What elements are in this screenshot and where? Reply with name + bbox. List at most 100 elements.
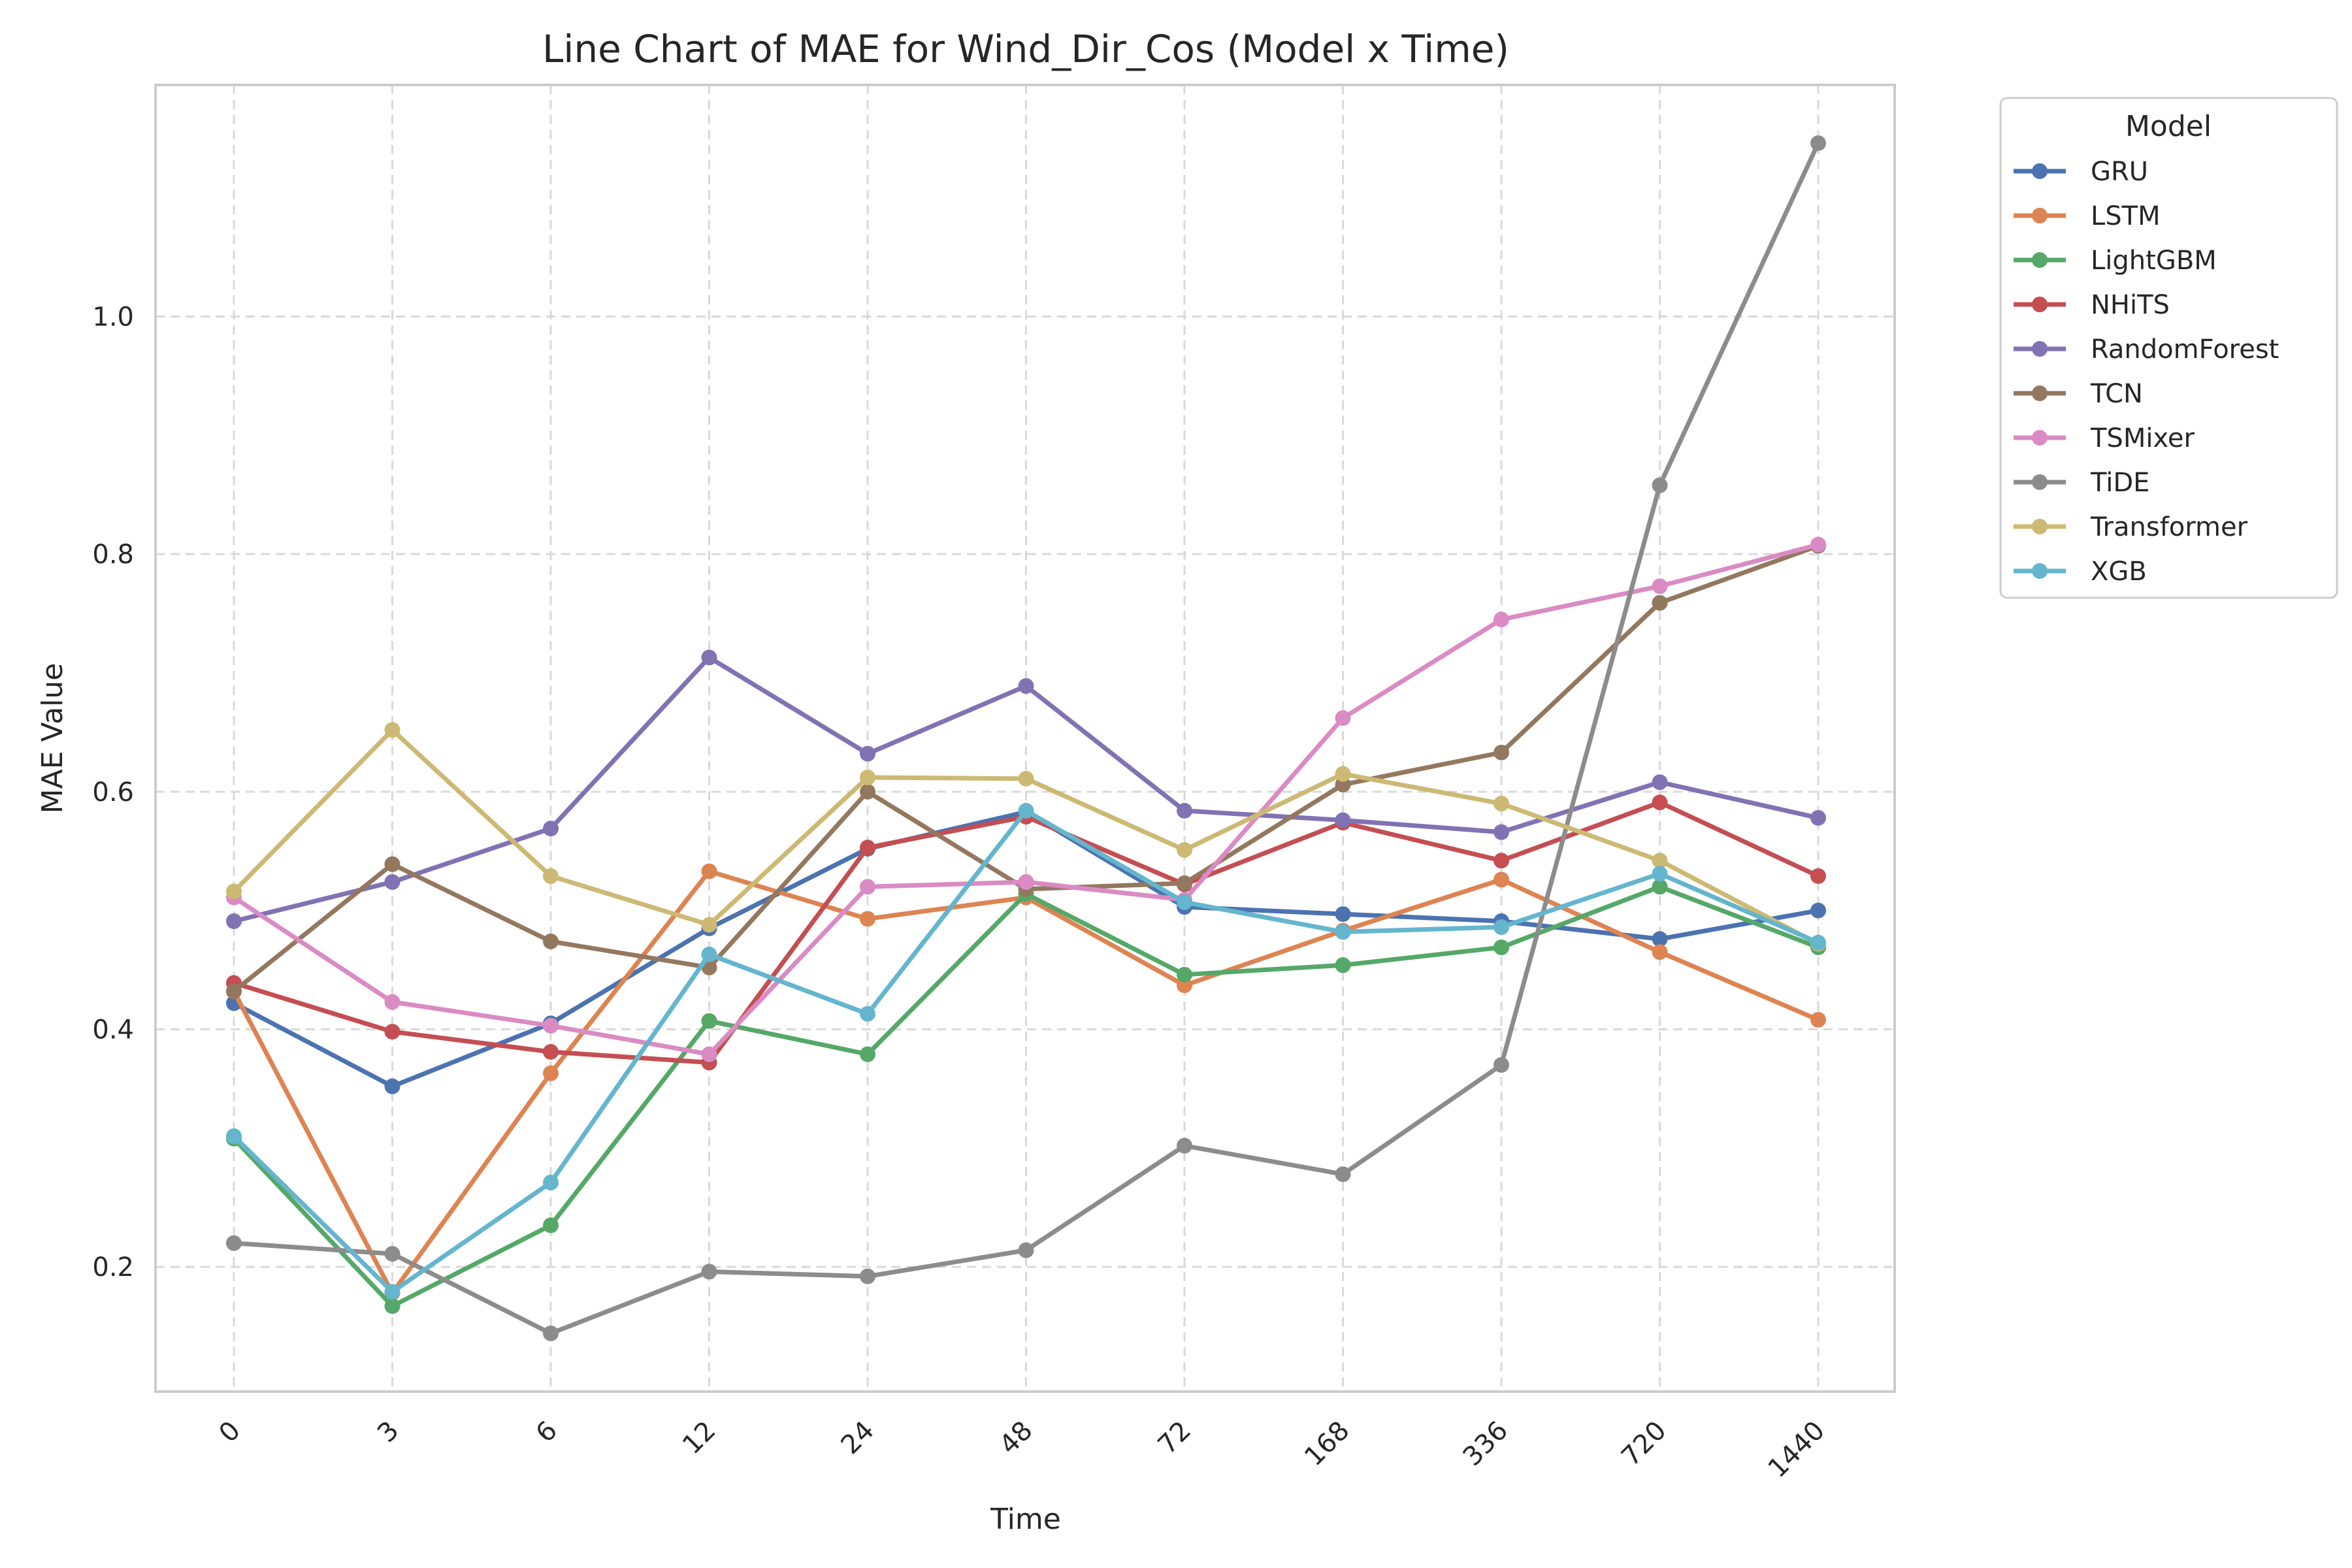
x-axis-label: Time (990, 1503, 1061, 1536)
data-point-transformer (1018, 770, 1034, 787)
data-point-lstm (1652, 944, 1668, 960)
data-point-transformer (1177, 841, 1192, 858)
data-point-transformer (226, 883, 242, 900)
data-point-transformer (1494, 796, 1509, 811)
legend-swatch-marker (2032, 163, 2048, 179)
legend-item-xgb: XGB (2014, 557, 2147, 587)
data-point-xgb (1494, 919, 1509, 936)
y-tick-label: 1.0 (92, 302, 134, 333)
series-group (226, 135, 1826, 1341)
series-transformer (226, 722, 1826, 952)
legend-items: GRU LSTM LightGBM NHiTS RandomForest TCN TSMix… (2014, 157, 2279, 587)
data-point-randomforest (1652, 774, 1668, 791)
data-point-transformer (384, 722, 400, 738)
data-point-xgb (1018, 802, 1034, 819)
legend-item-nhits: NHiTS (2014, 290, 2170, 320)
y-tick-label: 0.6 (92, 777, 134, 808)
y-tick-labels: 0.2 0.4 0.6 0.8 1.0 (92, 302, 134, 1283)
legend-swatch-marker (2032, 297, 2048, 312)
legend-item-tcn: TCN (2014, 379, 2143, 409)
data-point-tcn (384, 856, 400, 872)
data-point-lightgbm (1335, 957, 1351, 973)
data-point-lightgbm (1177, 966, 1192, 983)
data-point-tide (1810, 135, 1826, 152)
legend-label: NHiTS (2091, 290, 2170, 320)
legend-label: LSTM (2091, 201, 2161, 231)
legend-swatch-marker (2032, 563, 2048, 579)
legend: Model GRU LSTM LightGBM NHiTS RandomForest TC… (1999, 97, 2338, 599)
legend-label: TiDE (2090, 468, 2149, 498)
data-point-randomforest (1335, 812, 1351, 828)
data-point-nhits (1652, 794, 1668, 811)
legend-swatch-marker (2032, 519, 2048, 534)
data-point-tcn (1177, 875, 1192, 891)
legend-item-lightgbm: LightGBM (2014, 246, 2217, 276)
data-point-tide (701, 1264, 717, 1280)
legend-swatch-marker (2032, 430, 2048, 446)
data-point-tide (384, 1246, 400, 1262)
legend-item-lstm: LSTM (2014, 201, 2161, 231)
data-point-gru (1652, 931, 1668, 947)
data-point-randomforest (1810, 809, 1826, 826)
data-point-xgb (384, 1284, 400, 1300)
legend-label: XGB (2091, 557, 2147, 587)
data-point-randomforest (701, 649, 717, 666)
data-point-nhits (1494, 853, 1509, 869)
data-point-tide (226, 1235, 242, 1251)
data-point-gru (1810, 902, 1826, 919)
data-point-randomforest (1494, 824, 1509, 840)
plot-frame (154, 84, 1896, 1393)
data-point-lstm (860, 911, 875, 927)
data-point-randomforest (1177, 802, 1192, 819)
data-point-tsmixer (701, 1046, 717, 1062)
legend-item-tsmixer: TSMixer (2014, 423, 2195, 453)
chart-title: Line Chart of MAE for Wind_Dir_Cos (Mode… (542, 27, 1509, 71)
y-axis-label: MAE Value (36, 663, 69, 814)
y-tick-label: 0.4 (92, 1015, 134, 1045)
legend-label: TSMixer (2090, 423, 2195, 453)
legend-title: Model (2125, 110, 2212, 143)
legend-label: Transformer (2090, 512, 2248, 542)
data-point-nhits (384, 1024, 400, 1040)
data-point-lstm (701, 863, 717, 879)
data-point-transformer (1652, 853, 1668, 869)
y-tick-label: 0.2 (92, 1252, 134, 1282)
data-point-randomforest (226, 913, 242, 929)
data-point-tide (1177, 1137, 1192, 1154)
data-point-lstm (1810, 1011, 1826, 1028)
data-point-tsmixer (1810, 536, 1826, 553)
legend-label: GRU (2091, 157, 2148, 187)
data-point-randomforest (860, 745, 875, 762)
data-point-tide (1335, 1166, 1351, 1183)
data-point-tcn (226, 983, 242, 1000)
data-point-transformer (860, 770, 875, 785)
data-point-tide (860, 1268, 875, 1284)
data-point-xgb (226, 1128, 242, 1145)
data-point-transformer (1335, 766, 1351, 782)
data-point-lightgbm (1652, 879, 1668, 895)
data-point-xgb (1177, 894, 1192, 910)
data-point-tide (1018, 1242, 1034, 1258)
data-point-nhits (543, 1044, 559, 1060)
data-point-randomforest (384, 874, 400, 890)
data-point-gru (384, 1078, 400, 1094)
data-point-transformer (701, 917, 717, 933)
data-point-lstm (543, 1065, 559, 1081)
legend-swatch-marker (2032, 385, 2048, 401)
data-point-tsmixer (1018, 874, 1034, 890)
legend-label: TCN (2090, 379, 2143, 409)
data-point-lightgbm (1494, 939, 1509, 955)
data-point-tide (1652, 477, 1668, 493)
series-randomforest (226, 649, 1826, 929)
legend-box (1999, 97, 2338, 599)
series-xgb (226, 802, 1826, 1300)
data-point-lstm (1494, 872, 1509, 888)
data-point-tsmixer (1335, 710, 1351, 727)
data-point-tide (543, 1325, 559, 1341)
data-point-lightgbm (543, 1217, 559, 1233)
data-point-tsmixer (860, 879, 875, 895)
legend-swatch-marker (2032, 341, 2048, 357)
data-point-nhits (860, 840, 875, 856)
